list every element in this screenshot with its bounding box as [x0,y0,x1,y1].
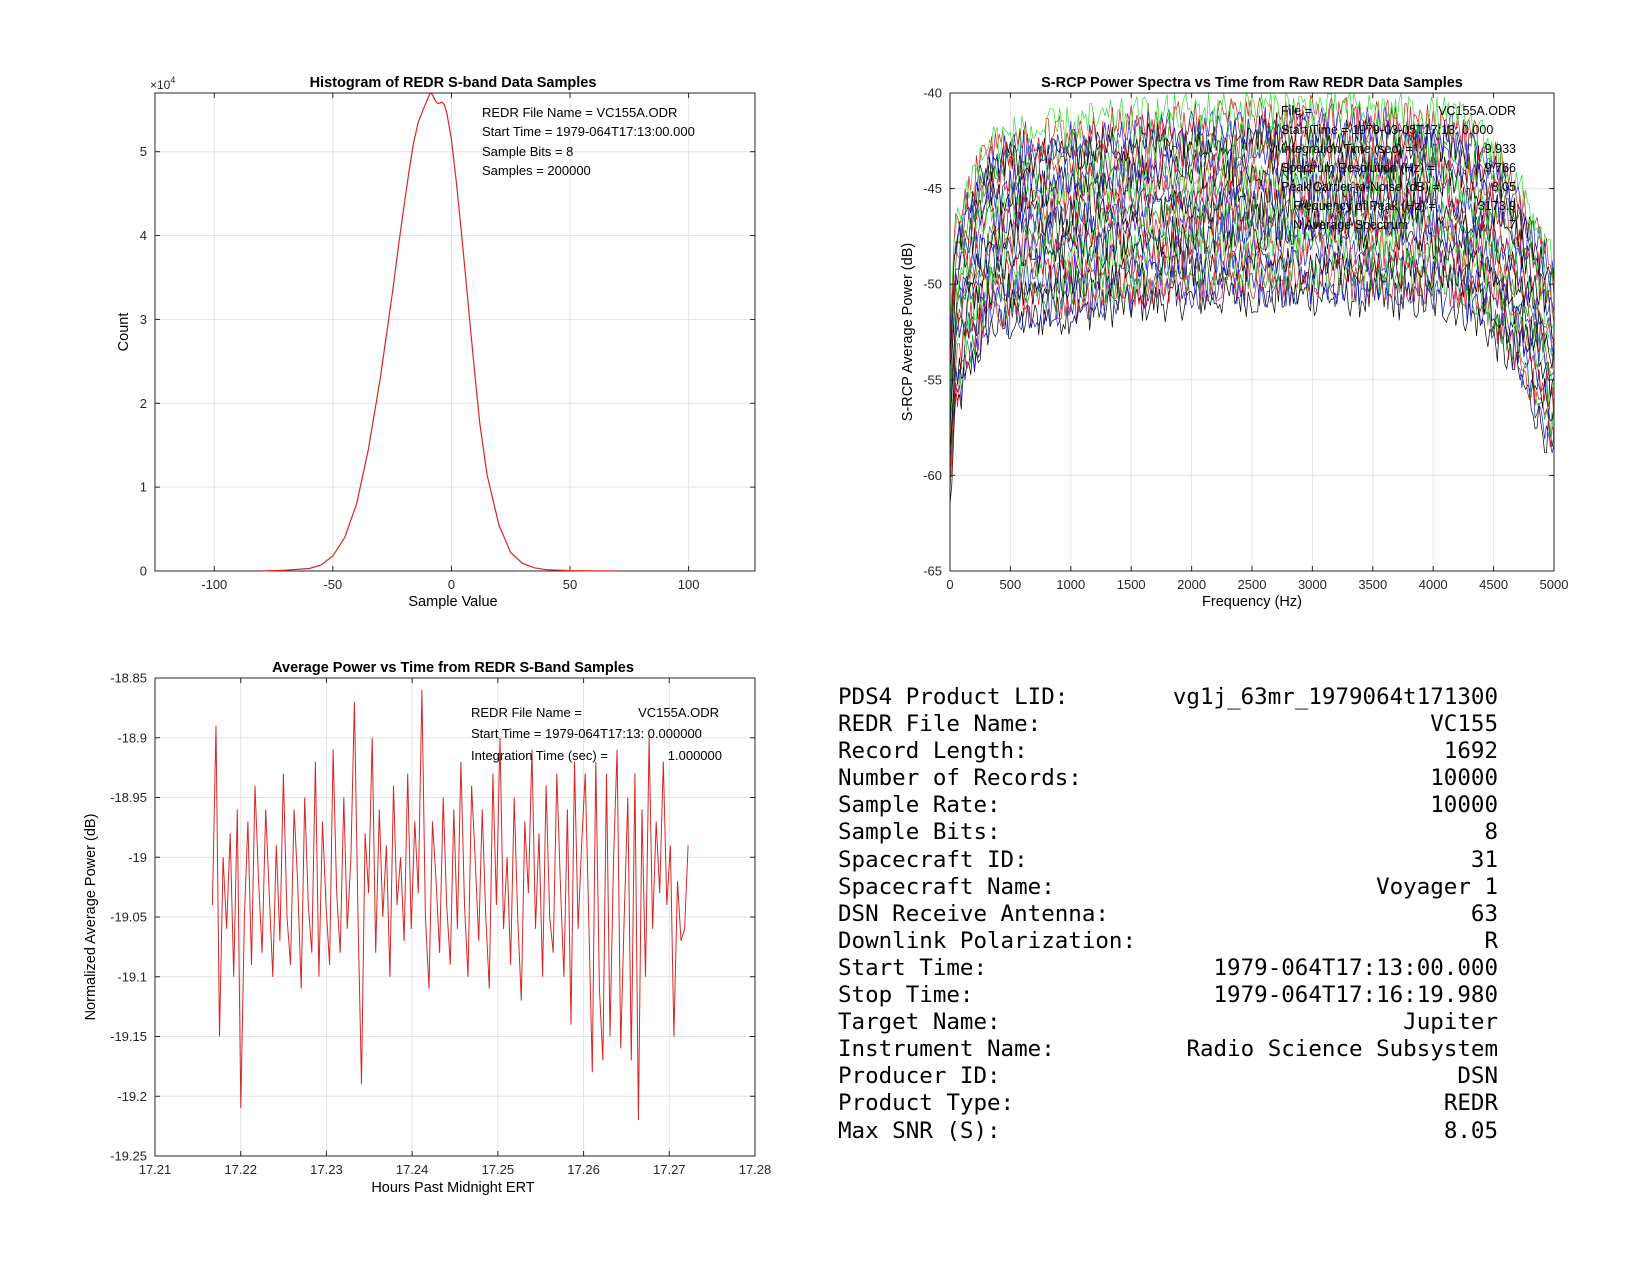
info-value: R [1484,927,1498,954]
histogram-exponent: ×104 [150,75,175,92]
histogram-xtick-label: -50 [323,577,342,592]
info-label: Stop Time: [838,982,974,1009]
info-row: DSN Receive Antenna: 63 [838,901,1498,928]
histogram-annotation: Sample Bits = 8 [482,144,573,159]
histogram-annotation: Start Time = 1979-064T17:13:00.000 [482,124,695,139]
info-value: 8.05 [1443,1117,1498,1144]
product-info-table: PDS4 Product LID: vg1j_63mr_1979064t17130… [838,684,1498,1145]
histogram-exponent-power: 4 [170,75,175,85]
histogram-xtick-label: 0 [448,577,455,592]
info-label: Instrument Name: [838,1036,1055,1063]
info-label: Max SNR (S): [838,1117,1001,1144]
info-value: 63 [1470,900,1498,927]
info-row: REDR File Name: VC155 [838,711,1498,738]
info-label: Product Type: [838,1090,1015,1117]
info-row: Sample Bits: 8 [838,819,1498,846]
info-row: PDS4 Product LID: vg1j_63mr_1979064t17130… [838,684,1498,711]
histogram-ytick-label: 4 [140,228,147,243]
histogram-xtick-label: -100 [201,577,227,592]
histogram-xtick-label: 100 [678,577,700,592]
histogram-ytick-label: 0 [140,564,147,579]
info-value: REDR [1443,1090,1498,1117]
info-row: Stop Time: 1979-064T17:16:19.980 [838,982,1498,1009]
info-label: DSN Receive Antenna: [838,900,1109,927]
info-value: 1979-064T17:13:00.000 [1213,954,1498,981]
info-value: 8 [1484,819,1498,846]
info-row: Downlink Polarization: R [838,928,1498,955]
info-value: Voyager 1 [1376,873,1498,900]
info-label: Downlink Polarization: [838,927,1137,954]
histogram-exponent-base: ×10 [150,78,171,92]
info-value: vg1j_63mr_1979064t171300 [1172,684,1498,710]
info-value: Jupiter [1403,1009,1498,1036]
histogram-title: Histogram of REDR S-band Data Samples [310,75,597,91]
info-row: Target Name: Jupiter [838,1009,1498,1036]
info-row: Instrument Name: Radio Science Subsystem [838,1036,1498,1063]
info-row: Producer ID: DSN [838,1063,1498,1090]
histogram-ytick-label: 5 [140,144,147,159]
info-row: Spacecraft ID: 31 [838,847,1498,874]
histogram-xlabel: Sample Value [408,594,497,610]
info-value: DSN [1457,1063,1498,1090]
histogram-series [261,92,618,572]
info-value: 1692 [1443,738,1498,765]
info-value: 31 [1470,846,1498,873]
info-label: Spacecraft ID: [838,846,1028,873]
info-label: Target Name: [838,1009,1001,1036]
histogram-grid [155,93,755,572]
histogram-ytick-label: 3 [140,312,147,327]
histogram-ytick-label: 1 [140,480,147,495]
info-row: Number of Records: 10000 [838,765,1498,792]
info-label: Producer ID: [838,1063,1001,1090]
info-value: 1979-064T17:16:19.980 [1213,982,1498,1009]
histogram-annotations: REDR File Name = VC155A.ODR Start Time =… [482,105,695,178]
histogram-xtick-label: 50 [563,577,577,592]
info-label: Number of Records: [838,765,1082,792]
info-value: 10000 [1430,792,1498,819]
info-row: Record Length: 1692 [838,738,1498,765]
histogram-ticks: -100 -50 0 50 100 0 1 2 3 4 5 [140,93,755,592]
info-row: Product Type: REDR [838,1090,1498,1117]
info-label: Sample Bits: [838,819,1001,846]
info-row: Max SNR (S): 8.05 [838,1118,1498,1145]
info-value: 10000 [1430,765,1498,792]
product-info-body: PDS4 Product LID: vg1j_63mr_1979064t17130… [838,684,1498,1145]
info-value: VC155 [1430,711,1498,738]
info-label: REDR File Name: [838,711,1042,738]
histogram-line [261,92,618,572]
info-label: Record Length: [838,738,1028,765]
info-label: Spacecraft Name: [838,873,1055,900]
info-row: Spacecraft Name: Voyager 1 [838,874,1498,901]
info-label: Sample Rate: [838,792,1001,819]
histogram-annotation: Samples = 200000 [482,163,591,178]
info-row: Sample Rate: 10000 [838,792,1498,819]
info-label: Start Time: [838,954,988,981]
info-row: Start Time: 1979-064T17:13:00.000 [838,955,1498,982]
histogram-annotation: REDR File Name = VC155A.ODR [482,105,677,120]
info-label: PDS4 Product LID: [838,684,1069,710]
histogram-axes-box [154,92,756,572]
info-value: Radio Science Subsystem [1186,1036,1498,1063]
histogram-ytick-label: 2 [140,396,147,411]
histogram-ylabel: Count [116,313,132,352]
